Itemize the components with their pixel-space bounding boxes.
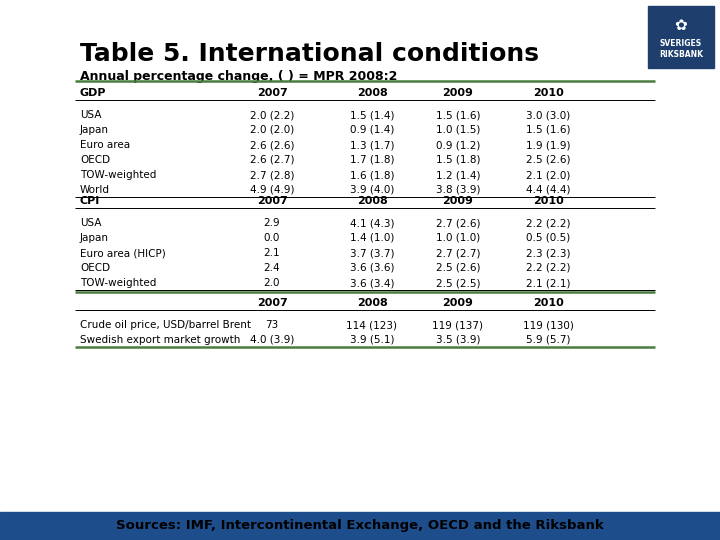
Text: 3.5 (3.9): 3.5 (3.9) [436, 335, 480, 345]
Text: Crude oil price, USD/barrel Brent: Crude oil price, USD/barrel Brent [80, 320, 251, 330]
Text: 1.6 (1.8): 1.6 (1.8) [350, 170, 395, 180]
Text: 0.9 (1.2): 0.9 (1.2) [436, 140, 480, 150]
Text: 2.1: 2.1 [264, 248, 280, 258]
Text: 2.6 (2.7): 2.6 (2.7) [250, 155, 294, 165]
Text: 2009: 2009 [443, 196, 474, 206]
Bar [648, 6, 714, 68]
Text: 114 (123): 114 (123) [346, 320, 397, 330]
Text: 73: 73 [266, 320, 279, 330]
Text: 1.4 (1.0): 1.4 (1.0) [350, 233, 394, 243]
Text: 1.2 (1.4): 1.2 (1.4) [436, 170, 480, 180]
Text: 2009: 2009 [443, 88, 474, 98]
Text: 1.0 (1.0): 1.0 (1.0) [436, 233, 480, 243]
Text: 2.0 (2.2): 2.0 (2.2) [250, 110, 294, 120]
Text: 2.7 (2.8): 2.7 (2.8) [250, 170, 294, 180]
Text: 2.1 (2.1): 2.1 (2.1) [526, 278, 570, 288]
Text: 2010: 2010 [533, 88, 563, 98]
Text: Swedish export market growth: Swedish export market growth [80, 335, 240, 345]
Text: 2010: 2010 [533, 298, 563, 308]
Text: Japan: Japan [80, 233, 109, 243]
Text: CPI: CPI [80, 196, 100, 206]
Text: 1.5 (1.6): 1.5 (1.6) [526, 125, 570, 135]
Text: 2.6 (2.6): 2.6 (2.6) [250, 140, 294, 150]
Text: 4.0 (3.9): 4.0 (3.9) [250, 335, 294, 345]
Text: 2.5 (2.5): 2.5 (2.5) [436, 278, 480, 288]
Text: 1.5 (1.6): 1.5 (1.6) [436, 110, 480, 120]
Text: ✿: ✿ [675, 18, 688, 33]
Text: 2.5 (2.6): 2.5 (2.6) [526, 155, 570, 165]
Text: 3.7 (3.7): 3.7 (3.7) [350, 248, 395, 258]
Text: SVERIGES
RIKSBANK: SVERIGES RIKSBANK [659, 39, 703, 59]
Text: 2.1 (2.0): 2.1 (2.0) [526, 170, 570, 180]
Text: 2007: 2007 [256, 298, 287, 308]
Text: 4.4 (4.4): 4.4 (4.4) [526, 185, 570, 195]
Text: 3.0 (3.0): 3.0 (3.0) [526, 110, 570, 120]
Text: Euro area: Euro area [80, 140, 130, 150]
Text: 2008: 2008 [356, 88, 387, 98]
Text: 2.0: 2.0 [264, 278, 280, 288]
Text: OECD: OECD [80, 155, 110, 165]
Text: 4.1 (4.3): 4.1 (4.3) [350, 218, 395, 228]
Text: 1.5 (1.8): 1.5 (1.8) [436, 155, 480, 165]
Text: 3.9 (4.0): 3.9 (4.0) [350, 185, 394, 195]
Text: 2010: 2010 [533, 196, 563, 206]
Text: TOW-weighted: TOW-weighted [80, 278, 156, 288]
Text: 2.0 (2.0): 2.0 (2.0) [250, 125, 294, 135]
Text: OECD: OECD [80, 263, 110, 273]
Text: 2007: 2007 [256, 88, 287, 98]
Text: 5.9 (5.7): 5.9 (5.7) [526, 335, 570, 345]
Bar [0, 512, 720, 540]
Text: 2007: 2007 [256, 196, 287, 206]
Text: USA: USA [80, 218, 102, 228]
Text: 0.5 (0.5): 0.5 (0.5) [526, 233, 570, 243]
Text: Sources: IMF, Intercontinental Exchange, OECD and the Riksbank: Sources: IMF, Intercontinental Exchange,… [116, 519, 604, 532]
Text: 3.6 (3.6): 3.6 (3.6) [350, 263, 395, 273]
Text: 2.2 (2.2): 2.2 (2.2) [526, 263, 570, 273]
Text: GDP: GDP [80, 88, 107, 98]
Text: 0.9 (1.4): 0.9 (1.4) [350, 125, 394, 135]
Text: 2.2 (2.2): 2.2 (2.2) [526, 218, 570, 228]
Text: World: World [80, 185, 110, 195]
Text: 1.5 (1.4): 1.5 (1.4) [350, 110, 395, 120]
Text: 3.6 (3.4): 3.6 (3.4) [350, 278, 395, 288]
Text: 2008: 2008 [356, 196, 387, 206]
Text: TOW-weighted: TOW-weighted [80, 170, 156, 180]
Text: 0.0: 0.0 [264, 233, 280, 243]
Text: 4.9 (4.9): 4.9 (4.9) [250, 185, 294, 195]
Text: 2.4: 2.4 [264, 263, 280, 273]
Text: 3.9 (5.1): 3.9 (5.1) [350, 335, 395, 345]
Text: Euro area (HICP): Euro area (HICP) [80, 248, 166, 258]
Text: Table 5. International conditions: Table 5. International conditions [80, 42, 539, 66]
Text: 2.3 (2.3): 2.3 (2.3) [526, 248, 570, 258]
Text: 2008: 2008 [356, 298, 387, 308]
Text: 2.5 (2.6): 2.5 (2.6) [436, 263, 480, 273]
Text: Japan: Japan [80, 125, 109, 135]
Text: 2.7 (2.6): 2.7 (2.6) [436, 218, 480, 228]
Text: Annual percentage change, ( ) = MPR 2008:2: Annual percentage change, ( ) = MPR 2008… [80, 70, 397, 83]
Text: 1.7 (1.8): 1.7 (1.8) [350, 155, 395, 165]
Text: 3.8 (3.9): 3.8 (3.9) [436, 185, 480, 195]
Text: 2.7 (2.7): 2.7 (2.7) [436, 248, 480, 258]
Text: 1.3 (1.7): 1.3 (1.7) [350, 140, 395, 150]
Text: USA: USA [80, 110, 102, 120]
Text: 1.9 (1.9): 1.9 (1.9) [526, 140, 570, 150]
Text: 2009: 2009 [443, 298, 474, 308]
Text: 2.9: 2.9 [264, 218, 280, 228]
Text: 119 (137): 119 (137) [433, 320, 484, 330]
Text: 119 (130): 119 (130) [523, 320, 573, 330]
Text: 1.0 (1.5): 1.0 (1.5) [436, 125, 480, 135]
